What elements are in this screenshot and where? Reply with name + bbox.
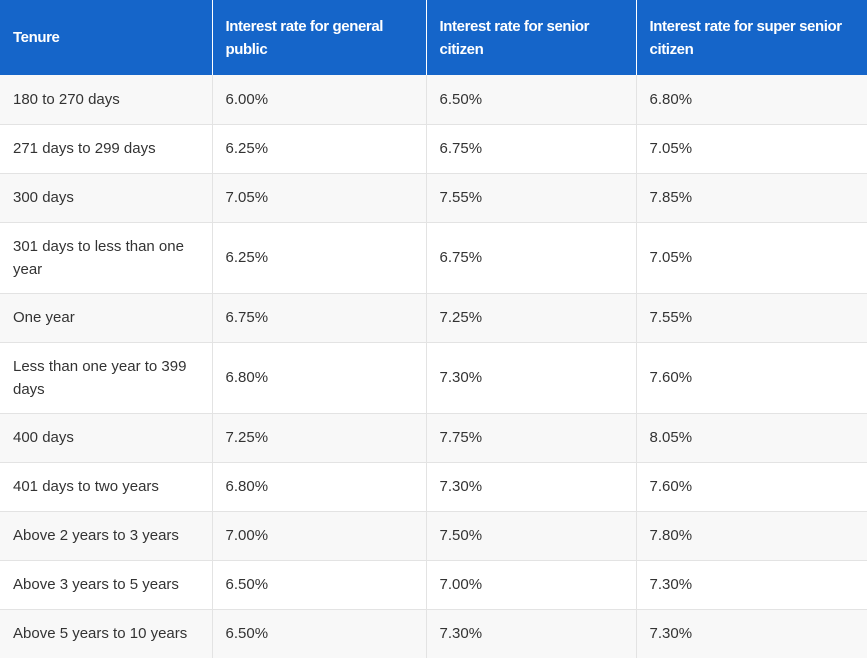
table-row: 300 days 7.05% 7.55% 7.85% [0, 173, 867, 223]
tenure-cell: 300 days [0, 173, 213, 223]
general-rate-cell: 7.05% [212, 173, 427, 223]
table-row: One year 6.75% 7.25% 7.55% [0, 293, 867, 343]
table-row: 400 days 7.25% 7.75% 8.05% [0, 413, 867, 463]
header-general-public-rate: Interest rate for general public [212, 0, 427, 75]
table-body: 180 to 270 days 6.00% 6.50% 6.80% 271 da… [0, 75, 867, 658]
table-row: 301 days to less than one year 6.25% 6.7… [0, 222, 867, 294]
tenure-cell: 400 days [0, 413, 213, 463]
tenure-cell: 401 days to two years [0, 462, 213, 512]
senior-rate-cell: 7.75% [426, 413, 637, 463]
general-rate-cell: 6.00% [212, 75, 427, 125]
super-senior-rate-cell: 7.55% [636, 293, 867, 343]
senior-rate-cell: 6.50% [426, 75, 637, 125]
general-rate-cell: 6.25% [212, 222, 427, 294]
senior-rate-cell: 6.75% [426, 124, 637, 174]
senior-rate-cell: 7.50% [426, 511, 637, 561]
senior-rate-cell: 7.30% [426, 609, 637, 658]
header-tenure: Tenure [0, 0, 213, 75]
senior-rate-cell: 7.00% [426, 560, 637, 610]
table-row: Above 2 years to 3 years 7.00% 7.50% 7.8… [0, 511, 867, 561]
senior-rate-cell: 7.30% [426, 342, 637, 414]
senior-rate-cell: 7.55% [426, 173, 637, 223]
tenure-cell: 180 to 270 days [0, 75, 213, 125]
tenure-cell: Above 2 years to 3 years [0, 511, 213, 561]
tenure-cell: Less than one year to 399 days [0, 342, 213, 414]
tenure-cell: One year [0, 293, 213, 343]
super-senior-rate-cell: 7.30% [636, 560, 867, 610]
general-rate-cell: 6.50% [212, 609, 427, 658]
table-header: Tenure Interest rate for general public … [0, 0, 867, 75]
super-senior-rate-cell: 8.05% [636, 413, 867, 463]
general-rate-cell: 6.50% [212, 560, 427, 610]
super-senior-rate-cell: 7.60% [636, 342, 867, 414]
header-super-senior-citizen-rate: Interest rate for super senior citizen [636, 0, 867, 75]
tenure-cell: 301 days to less than one year [0, 222, 213, 294]
super-senior-rate-cell: 7.80% [636, 511, 867, 561]
general-rate-cell: 7.25% [212, 413, 427, 463]
general-rate-cell: 6.80% [212, 342, 427, 414]
general-rate-cell: 7.00% [212, 511, 427, 561]
table-row: Less than one year to 399 days 6.80% 7.3… [0, 342, 867, 414]
senior-rate-cell: 7.25% [426, 293, 637, 343]
table-row: Above 5 years to 10 years 6.50% 7.30% 7.… [0, 609, 867, 658]
tenure-cell: Above 3 years to 5 years [0, 560, 213, 610]
tenure-cell: Above 5 years to 10 years [0, 609, 213, 658]
super-senior-rate-cell: 6.80% [636, 75, 867, 125]
general-rate-cell: 6.80% [212, 462, 427, 512]
senior-rate-cell: 7.30% [426, 462, 637, 512]
super-senior-rate-cell: 7.05% [636, 222, 867, 294]
senior-rate-cell: 6.75% [426, 222, 637, 294]
general-rate-cell: 6.25% [212, 124, 427, 174]
super-senior-rate-cell: 7.85% [636, 173, 867, 223]
header-row: Tenure Interest rate for general public … [0, 0, 867, 75]
table-row: 401 days to two years 6.80% 7.30% 7.60% [0, 462, 867, 512]
table-row: Above 3 years to 5 years 6.50% 7.00% 7.3… [0, 560, 867, 610]
table-row: 271 days to 299 days 6.25% 6.75% 7.05% [0, 124, 867, 174]
header-senior-citizen-rate: Interest rate for senior citizen [426, 0, 637, 75]
super-senior-rate-cell: 7.05% [636, 124, 867, 174]
super-senior-rate-cell: 7.60% [636, 462, 867, 512]
super-senior-rate-cell: 7.30% [636, 609, 867, 658]
tenure-cell: 271 days to 299 days [0, 124, 213, 174]
table-row: 180 to 270 days 6.00% 6.50% 6.80% [0, 75, 867, 125]
general-rate-cell: 6.75% [212, 293, 427, 343]
